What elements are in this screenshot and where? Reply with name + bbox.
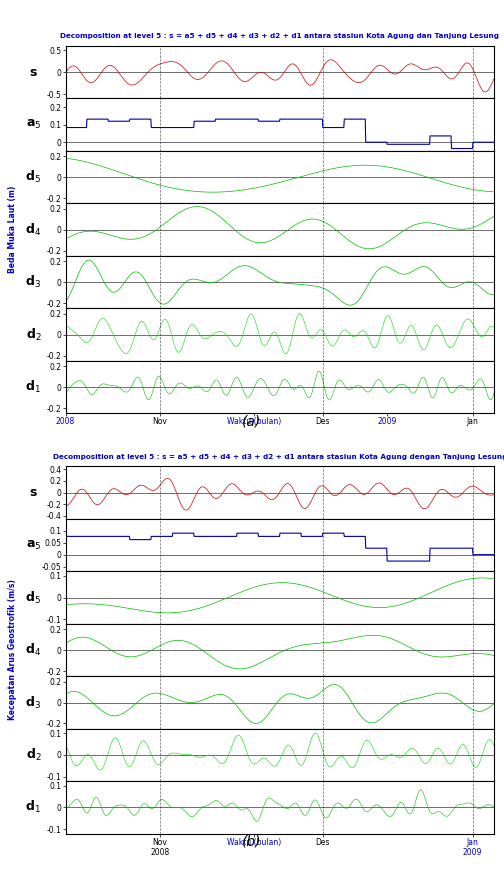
- Text: Beda Muka Laut (m): Beda Muka Laut (m): [8, 186, 17, 273]
- Text: $\mathbf{d}_{4}$: $\mathbf{d}_{4}$: [25, 642, 41, 658]
- Text: $\mathbf{a}_{5}$: $\mathbf{a}_{5}$: [26, 539, 41, 551]
- Text: $\mathbf{d}_{4}$: $\mathbf{d}_{4}$: [25, 221, 41, 238]
- Text: (b): (b): [242, 835, 262, 849]
- Text: $\mathbf{d}_{5}$: $\mathbf{d}_{5}$: [25, 589, 41, 605]
- Text: $\mathbf{s}$: $\mathbf{s}$: [29, 65, 38, 79]
- Text: $\mathbf{d}_{5}$: $\mathbf{d}_{5}$: [25, 169, 41, 185]
- Text: $\mathbf{d}_{3}$: $\mathbf{d}_{3}$: [25, 695, 41, 711]
- Text: $\mathbf{d}_{2}$: $\mathbf{d}_{2}$: [26, 327, 41, 342]
- Text: $\mathbf{d}_{1}$: $\mathbf{d}_{1}$: [26, 799, 41, 815]
- Text: $\mathbf{a}_{5}$: $\mathbf{a}_{5}$: [26, 119, 41, 131]
- Text: $\mathbf{d}_{1}$: $\mathbf{d}_{1}$: [26, 379, 41, 395]
- Text: Decomposition at level 5 : s = a5 + d5 + d4 + d3 + d2 + d1 antara stasiun Kota A: Decomposition at level 5 : s = a5 + d5 +…: [52, 454, 504, 459]
- Text: $\mathbf{d}_{3}$: $\mathbf{d}_{3}$: [25, 274, 41, 290]
- Text: $\mathbf{d}_{2}$: $\mathbf{d}_{2}$: [26, 747, 41, 763]
- Text: (a): (a): [242, 414, 262, 428]
- Text: Decomposition at level 5 : s = a5 + d5 + d4 + d3 + d2 + d1 antara stasiun Kota A: Decomposition at level 5 : s = a5 + d5 +…: [60, 34, 499, 39]
- Text: Kecepatan Arus Geostrofik (m/s): Kecepatan Arus Geostrofik (m/s): [8, 580, 17, 720]
- Text: $\mathbf{s}$: $\mathbf{s}$: [29, 486, 38, 499]
